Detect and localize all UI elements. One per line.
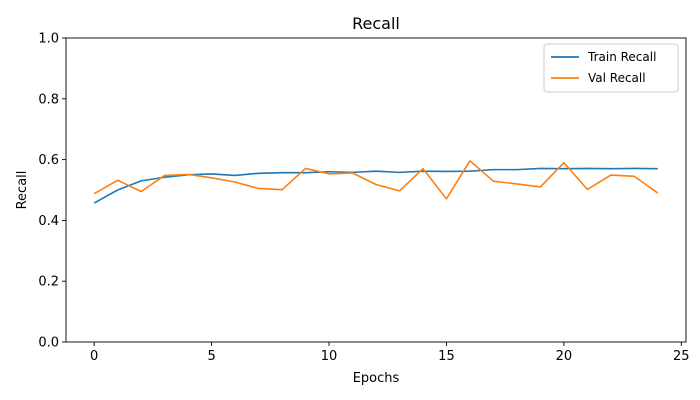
x-tick-label: 5 [207,349,215,364]
series-line-val-recall [93,160,659,200]
y-tick-label: 0.8 [38,92,59,107]
y-tick-label: 1.0 [38,32,59,47]
legend-box [543,43,679,93]
x-ticks: 0 5 10 15 20 25 [90,342,690,364]
chart-title: Recall [352,14,400,33]
y-ticks: 0.0 0.2 0.4 0.6 0.8 1.0 [38,32,66,351]
y-tick-label: 0.6 [38,153,59,168]
plot-frame [65,37,687,343]
series-layer [93,160,659,204]
x-tick-label: 10 [321,349,338,364]
x-tick-label: 15 [438,349,455,364]
y-tick-label: 0.0 [38,336,59,351]
legend-label-val-recall: Val Recall [588,71,646,85]
y-tick-label: 0.4 [38,214,59,229]
legend: Train Recall Val Recall [543,43,679,93]
x-axis-label: Epochs [353,371,400,386]
y-tick-label: 0.2 [38,275,59,290]
x-tick-label: 25 [673,349,690,364]
x-tick-label: 0 [90,349,98,364]
x-tick-label: 20 [556,349,573,364]
legend-label-train-recall: Train Recall [587,50,656,64]
y-axis-label: Recall [15,171,30,210]
